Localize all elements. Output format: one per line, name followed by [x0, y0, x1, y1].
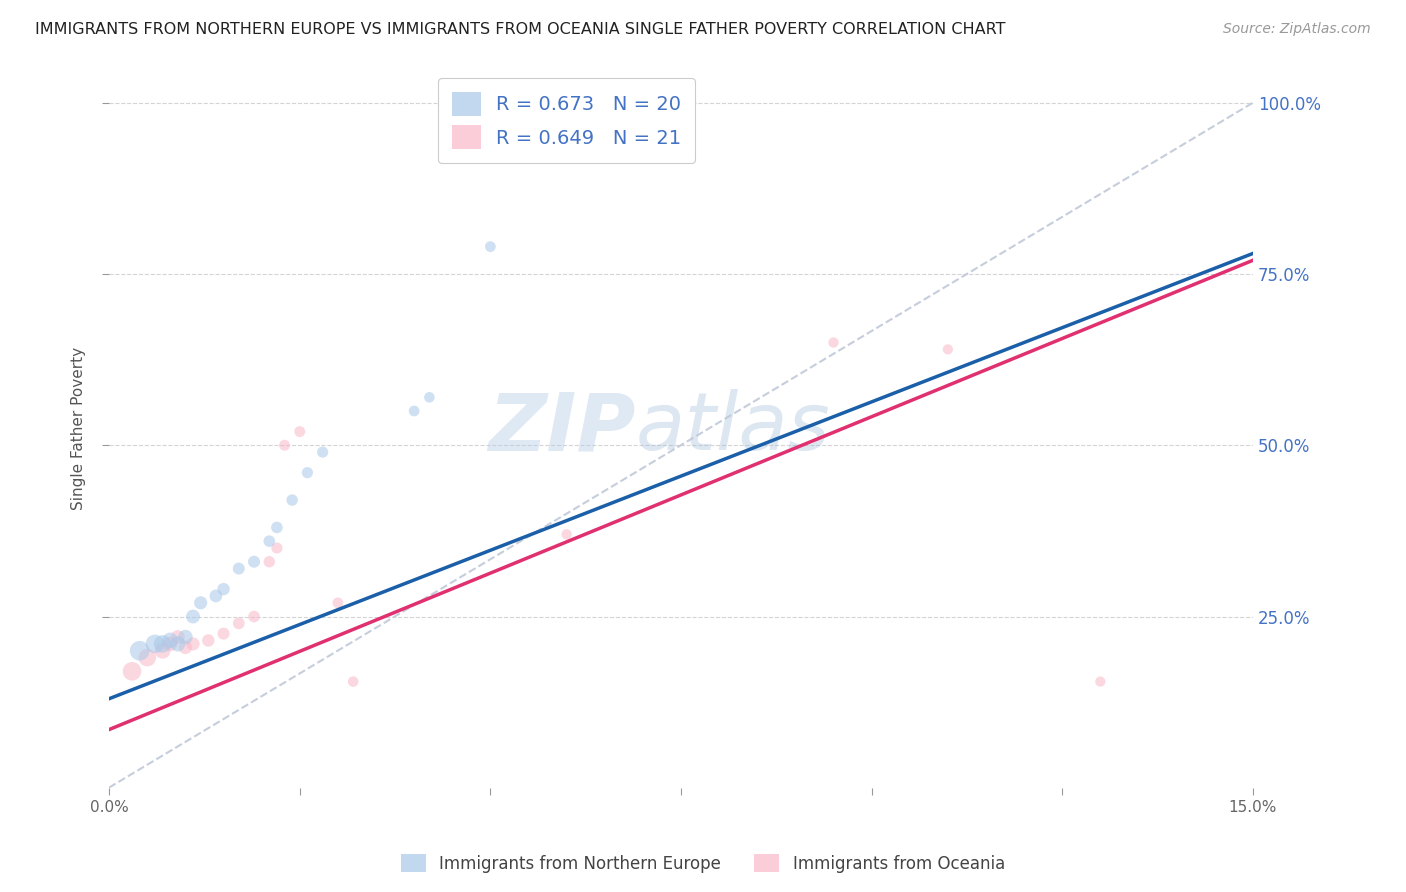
Point: [152, 637, 174, 651]
Point: [121, 665, 143, 679]
Point: [266, 520, 288, 534]
Point: [259, 555, 281, 569]
Text: ZIP: ZIP: [488, 389, 636, 467]
Text: Source: ZipAtlas.com: Source: ZipAtlas.com: [1223, 22, 1371, 37]
Point: [1090, 674, 1112, 689]
Point: [228, 561, 250, 575]
Text: IMMIGRANTS FROM NORTHERN EUROPE VS IMMIGRANTS FROM OCEANIA SINGLE FATHER POVERTY: IMMIGRANTS FROM NORTHERN EUROPE VS IMMIG…: [35, 22, 1005, 37]
Point: [136, 650, 159, 665]
Point: [266, 541, 288, 555]
Point: [326, 596, 349, 610]
Point: [152, 644, 174, 658]
Point: [273, 438, 295, 452]
Point: [166, 630, 188, 644]
Point: [128, 644, 150, 658]
Y-axis label: Single Father Poverty: Single Father Poverty: [72, 347, 86, 509]
Point: [174, 640, 197, 655]
Point: [418, 390, 440, 404]
Point: [288, 425, 311, 439]
Point: [311, 445, 333, 459]
Point: [205, 589, 228, 603]
Point: [281, 493, 304, 508]
Point: [159, 637, 181, 651]
Legend: Immigrants from Northern Europe, Immigrants from Oceania: Immigrants from Northern Europe, Immigra…: [394, 847, 1012, 880]
Point: [342, 674, 364, 689]
Point: [404, 404, 426, 418]
Point: [259, 534, 281, 549]
Point: [197, 633, 219, 648]
Point: [228, 616, 250, 631]
Legend: R = 0.673   N = 20, R = 0.649   N = 21: R = 0.673 N = 20, R = 0.649 N = 21: [439, 78, 695, 162]
Point: [479, 239, 502, 253]
Point: [555, 527, 578, 541]
Point: [143, 637, 166, 651]
Point: [936, 343, 959, 357]
Point: [823, 335, 845, 350]
Point: [166, 637, 188, 651]
Point: [159, 633, 181, 648]
Point: [212, 626, 235, 640]
Point: [181, 637, 204, 651]
Point: [243, 555, 266, 569]
Text: atlas: atlas: [636, 389, 830, 467]
Point: [297, 466, 319, 480]
Point: [243, 609, 266, 624]
Point: [212, 582, 235, 596]
Point: [190, 596, 212, 610]
Point: [181, 609, 204, 624]
Point: [174, 630, 197, 644]
